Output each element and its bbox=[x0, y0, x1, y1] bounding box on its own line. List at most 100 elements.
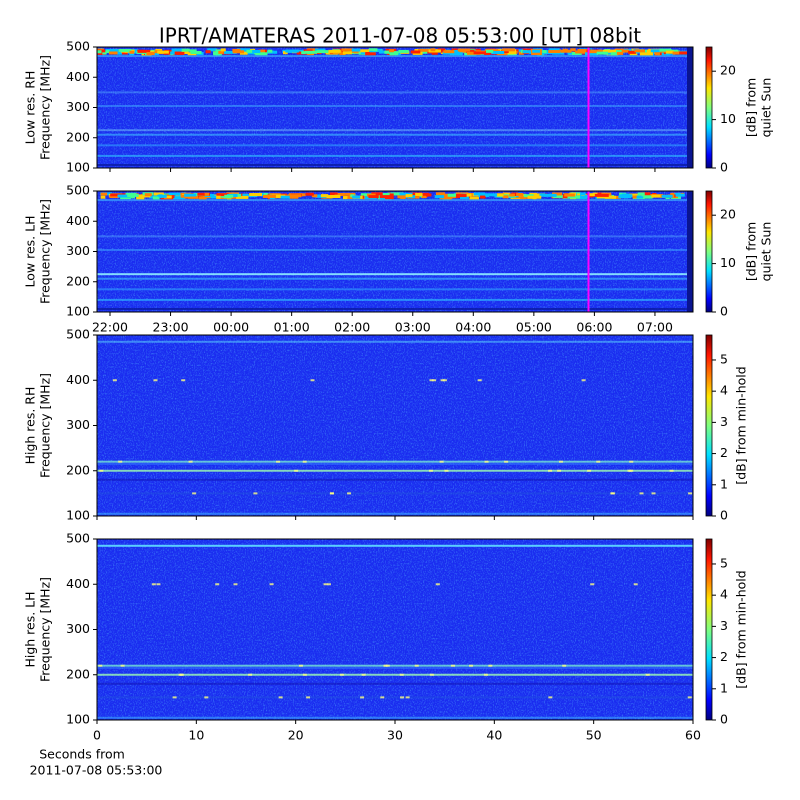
y-tick-label: 500 bbox=[66, 327, 90, 342]
spectrogram-burst bbox=[430, 48, 436, 52]
spectrogram-burst bbox=[435, 192, 446, 196]
colorbar-tick-label: 5 bbox=[720, 555, 728, 570]
spectrogram-burst bbox=[197, 192, 210, 196]
spectrogram-burst bbox=[164, 49, 176, 53]
spectrogram-burst bbox=[596, 195, 610, 199]
spectrogram-burst bbox=[390, 192, 404, 196]
spectrogram-dot bbox=[302, 673, 307, 676]
spectrogram-dot bbox=[484, 460, 489, 463]
spectrogram-burst bbox=[127, 193, 139, 197]
spectrogram-burst bbox=[502, 48, 516, 52]
spectrogram-burst bbox=[628, 50, 636, 54]
colorbar-tick-label: 5 bbox=[720, 351, 728, 366]
spectrogram-burst bbox=[384, 50, 390, 54]
spectrogram-burst bbox=[672, 51, 680, 55]
spectrogram-burst bbox=[360, 193, 374, 197]
y-axis-label: High res. LH bbox=[23, 591, 38, 667]
spectrogram-burst bbox=[451, 48, 458, 52]
spectrogram-streak bbox=[97, 664, 693, 667]
spectrogram-burst bbox=[129, 50, 135, 54]
spectrogram-dot bbox=[400, 696, 405, 699]
spectrogram-burst bbox=[263, 194, 276, 198]
y-tick-label: 300 bbox=[66, 243, 90, 258]
spectrogram-burst bbox=[330, 192, 338, 196]
spectrogram-burst bbox=[585, 52, 599, 56]
spectrogram-dot bbox=[339, 673, 344, 676]
spectrogram-burst bbox=[473, 192, 486, 196]
spectrogram-burst bbox=[136, 194, 151, 198]
colorbar-label: [dB] from bbox=[744, 222, 759, 281]
spectrogram-burst bbox=[316, 50, 329, 54]
spectrogram-burst bbox=[669, 49, 679, 53]
colorbar bbox=[705, 190, 713, 313]
spectrogram-burst bbox=[365, 52, 376, 56]
spectrogram-burst bbox=[531, 52, 542, 56]
spectrogram-streak bbox=[97, 716, 693, 719]
spectrogram-burst bbox=[410, 50, 421, 54]
spectrogram-burst bbox=[333, 192, 346, 196]
colorbar-tick-label: 0 bbox=[720, 712, 728, 727]
spectrogram-burst bbox=[453, 49, 465, 53]
spectrogram-dot bbox=[469, 664, 474, 667]
spectrogram-streak bbox=[97, 512, 693, 515]
y-tick-label: 200 bbox=[66, 273, 90, 288]
figure-title: IPRT/AMATERAS 2011-07-08 05:53:00 [UT] 0… bbox=[159, 24, 641, 48]
spectrogram-dot bbox=[302, 460, 307, 463]
spectrogram-streak bbox=[97, 307, 693, 310]
x-tick-label: 01:00 bbox=[274, 320, 310, 335]
spectrogram-streak bbox=[97, 298, 693, 301]
spectrogram-burst bbox=[466, 50, 475, 54]
spectrogram-dot bbox=[188, 460, 193, 463]
colorbar-tick-label: 10 bbox=[720, 111, 736, 126]
spectrogram-dot bbox=[557, 469, 562, 472]
colorbar-label: [dB] from min-hold bbox=[734, 570, 749, 688]
spectrogram-burst bbox=[224, 50, 237, 54]
spectrogram-burst bbox=[637, 192, 645, 196]
spectrogram-dot bbox=[156, 583, 161, 586]
y-tick-label: 100 bbox=[66, 160, 90, 175]
spectrogram-burst bbox=[596, 51, 608, 55]
spectrogram-dot bbox=[639, 492, 644, 495]
spectrogram-burst bbox=[187, 195, 199, 199]
spectrogram-burst bbox=[105, 48, 119, 52]
y-tick-label: 500 bbox=[66, 183, 90, 198]
spectrogram-burst bbox=[181, 48, 190, 52]
spectrogram-burst bbox=[634, 49, 646, 53]
spectrogram-dot bbox=[435, 583, 440, 586]
y-tick-label: 200 bbox=[66, 462, 90, 477]
spectrogram-edge bbox=[687, 47, 693, 168]
spectrogram-burst bbox=[301, 51, 306, 55]
spectrogram-burst bbox=[232, 50, 245, 54]
spectrogram-burst bbox=[164, 195, 172, 199]
spectrogram-dot bbox=[633, 583, 638, 586]
spectrogram-burst bbox=[342, 196, 348, 200]
spectrogram-burst bbox=[146, 52, 155, 56]
spectrogram-burst bbox=[447, 193, 458, 197]
spectrogram-dot bbox=[477, 379, 482, 382]
spectrogram-burst bbox=[619, 194, 633, 198]
spectrogram-dot bbox=[440, 379, 445, 382]
spectrogram-dot bbox=[233, 583, 238, 586]
spectrogram-burst bbox=[422, 192, 430, 196]
spectrogram-burst bbox=[267, 49, 273, 53]
spectrogram-burst bbox=[417, 48, 432, 52]
spectrogram-dot bbox=[306, 696, 311, 699]
x-axis-label: Seconds from bbox=[39, 747, 125, 762]
spectrogram-streak bbox=[97, 248, 693, 251]
spectrogram-burst bbox=[282, 51, 288, 55]
spectrogram-streak bbox=[97, 277, 693, 280]
colorbar bbox=[705, 46, 713, 169]
spectrogram-streak bbox=[97, 478, 693, 481]
x-tick-label: 50 bbox=[586, 728, 602, 743]
spectrogram-burst bbox=[415, 193, 423, 197]
spectrogram-burst bbox=[109, 195, 120, 199]
spectrogram-streak bbox=[97, 163, 693, 166]
spectrogram-burst bbox=[610, 52, 618, 56]
x-tick-label: 23:00 bbox=[153, 320, 189, 335]
spectrogram-burst bbox=[285, 49, 299, 53]
spectrogram-burst bbox=[469, 196, 479, 200]
spectrogram-noise bbox=[97, 335, 693, 516]
y-tick-label: 100 bbox=[66, 508, 90, 523]
spectrogram-burst bbox=[371, 192, 383, 196]
